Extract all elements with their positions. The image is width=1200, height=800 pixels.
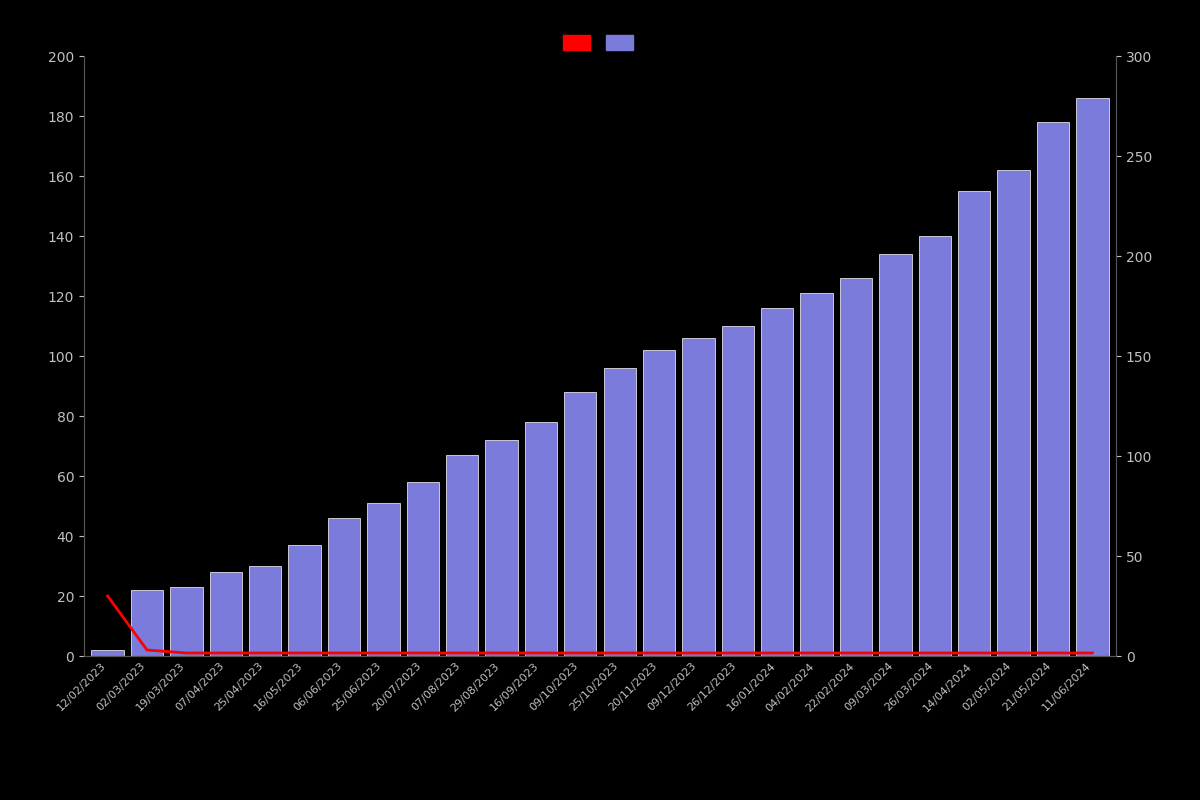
Bar (564, 392, 596, 656)
Bar (880, 254, 912, 656)
Bar (250, 566, 281, 656)
Bar (288, 545, 320, 656)
Bar (524, 422, 557, 656)
Bar (643, 350, 676, 656)
Bar (761, 308, 793, 656)
Bar (91, 650, 124, 656)
Bar (997, 170, 1030, 656)
Bar (446, 455, 479, 656)
Bar (958, 191, 990, 656)
Bar (485, 440, 517, 656)
Bar (919, 236, 950, 656)
Bar (1037, 122, 1069, 656)
Bar (131, 590, 163, 656)
Bar (721, 326, 754, 656)
Bar (170, 587, 203, 656)
Bar (210, 572, 242, 656)
Bar (328, 518, 360, 656)
Bar (683, 338, 715, 656)
Bar (800, 293, 833, 656)
Bar (840, 278, 872, 656)
Bar (367, 503, 400, 656)
Bar (1076, 98, 1109, 656)
Bar (604, 368, 636, 656)
Legend: , : , (557, 30, 643, 56)
Bar (407, 482, 439, 656)
